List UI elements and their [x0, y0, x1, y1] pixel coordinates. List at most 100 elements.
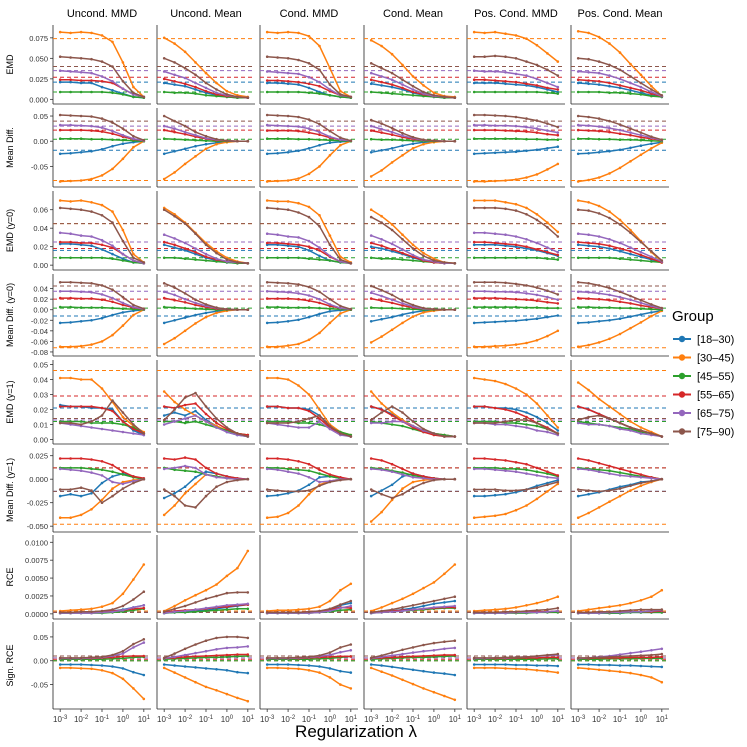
- data-point: [556, 131, 560, 134]
- data-point: [556, 480, 560, 484]
- row-label: Mean Diff. (y=1): [5, 458, 15, 522]
- data-point: [328, 651, 332, 654]
- data-point: [286, 490, 290, 493]
- data-point: [546, 295, 549, 299]
- data-point: [369, 62, 373, 65]
- y-tick-label: 0.025: [29, 75, 48, 84]
- data-point: [390, 85, 394, 89]
- data-point: [69, 200, 72, 203]
- data-point: [608, 172, 611, 175]
- data-point: [132, 145, 135, 149]
- data-point: [483, 609, 486, 612]
- data-point: [215, 668, 218, 671]
- data-point: [100, 130, 104, 133]
- data-point: [204, 136, 208, 140]
- data-point: [265, 113, 269, 117]
- data-point: [100, 306, 104, 309]
- data-point: [132, 261, 135, 264]
- data-point: [411, 651, 415, 654]
- data-point: [556, 235, 560, 238]
- data-point: [142, 654, 146, 658]
- data-point: [493, 379, 497, 383]
- data-point: [556, 60, 560, 63]
- data-point: [514, 470, 518, 474]
- data-point: [576, 256, 580, 260]
- data-point: [236, 261, 239, 264]
- data-point: [587, 57, 590, 61]
- data-point: [318, 214, 321, 217]
- data-point: [597, 297, 601, 301]
- data-point: [183, 66, 187, 70]
- data-point: [58, 80, 62, 84]
- data-point: [265, 611, 269, 614]
- data-point: [576, 305, 580, 309]
- data-point: [111, 610, 114, 613]
- data-point: [525, 245, 528, 248]
- data-point: [121, 423, 125, 426]
- data-point: [162, 36, 166, 40]
- data-point: [504, 489, 507, 492]
- data-point: [162, 610, 166, 613]
- data-point: [556, 664, 560, 668]
- data-point: [90, 607, 93, 611]
- data-point: [183, 292, 187, 295]
- data-point: [504, 320, 507, 323]
- data-point: [525, 655, 528, 659]
- data-point: [546, 301, 549, 304]
- data-point: [639, 307, 643, 311]
- data-point: [629, 81, 632, 85]
- data-point: [472, 281, 476, 284]
- data-point: [587, 241, 590, 245]
- data-point: [535, 299, 539, 303]
- series-line: [474, 207, 559, 238]
- data-point: [432, 602, 436, 606]
- data-point: [132, 313, 135, 317]
- data-point: [390, 654, 394, 657]
- data-point: [411, 646, 415, 649]
- data-point: [276, 290, 279, 294]
- data-point: [121, 303, 125, 307]
- data-point: [472, 231, 476, 235]
- data-point: [587, 152, 590, 155]
- data-point: [132, 670, 135, 674]
- data-point: [472, 78, 476, 81]
- data-point: [546, 250, 549, 254]
- data-point: [504, 656, 507, 659]
- data-point: [276, 81, 279, 85]
- data-point: [328, 321, 332, 325]
- data-point: [618, 247, 622, 250]
- data-point: [546, 610, 549, 613]
- data-point: [204, 252, 208, 256]
- data-point: [100, 298, 104, 302]
- data-point: [318, 122, 321, 126]
- data-point: [194, 666, 197, 669]
- panel: [52, 622, 151, 710]
- data-point: [328, 297, 332, 301]
- data-point: [546, 427, 549, 431]
- x-tick-label: 101: [242, 715, 255, 724]
- data-point: [69, 376, 72, 380]
- series-line: [578, 667, 663, 683]
- data-point: [276, 90, 279, 94]
- data-point: [422, 251, 425, 255]
- data-point: [236, 432, 239, 435]
- data-point: [380, 214, 383, 218]
- data-point: [204, 420, 208, 423]
- data-point: [525, 472, 528, 475]
- data-point: [183, 647, 187, 651]
- data-point: [225, 655, 229, 659]
- data-point: [514, 83, 518, 86]
- data-point: [639, 429, 643, 432]
- data-point: [204, 685, 208, 689]
- y-tick-label: 0.000: [29, 475, 48, 484]
- data-point: [69, 468, 72, 472]
- y-tick-label: 0.03: [33, 391, 48, 400]
- data-point: [587, 244, 590, 247]
- data-point: [297, 72, 300, 76]
- data-point: [390, 250, 394, 253]
- data-point: [525, 247, 528, 250]
- data-point: [173, 408, 176, 411]
- data-point: [349, 606, 353, 610]
- data-point: [493, 488, 497, 491]
- data-point: [443, 597, 446, 601]
